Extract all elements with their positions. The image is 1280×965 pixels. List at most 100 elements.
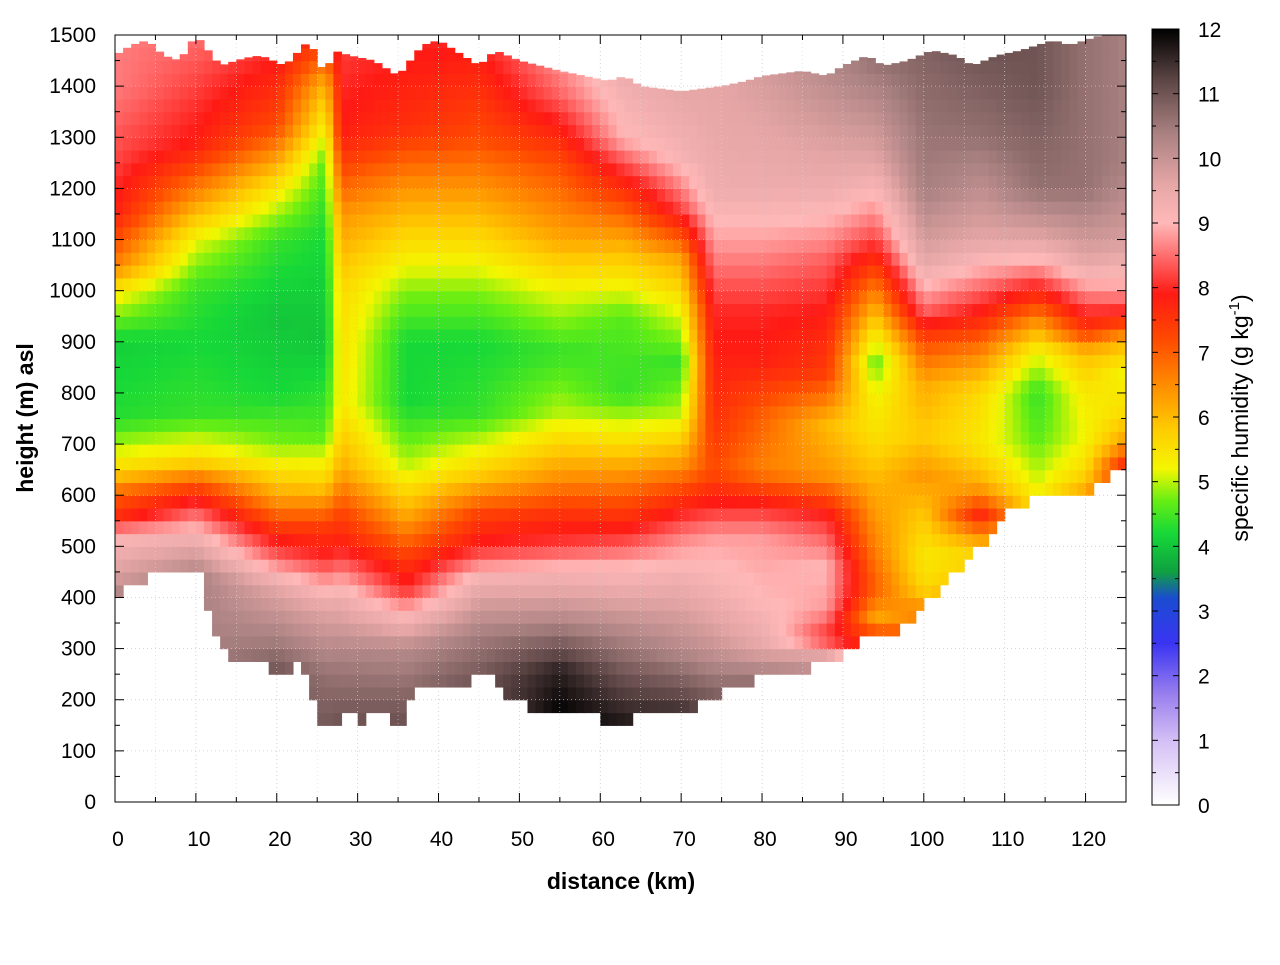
field-cell	[446, 341, 456, 356]
field-cell	[794, 507, 804, 522]
field-cell	[292, 341, 302, 356]
field-cell	[632, 380, 642, 394]
field-cell	[495, 277, 504, 292]
field-cell	[842, 367, 852, 381]
field-cell	[462, 392, 472, 407]
field-cell	[681, 482, 690, 496]
field-cell	[608, 341, 618, 356]
field-cell	[632, 597, 642, 611]
field-cell	[867, 111, 876, 126]
field-cell	[252, 239, 262, 253]
field-cell	[398, 392, 407, 407]
field-cell	[867, 495, 876, 509]
field-cell	[907, 405, 917, 420]
field-cell	[446, 520, 456, 535]
field-cell	[446, 98, 456, 113]
field-cell	[123, 124, 132, 138]
field-cell	[697, 405, 707, 420]
field-cell	[915, 469, 925, 484]
field-cell	[664, 559, 674, 573]
field-cell	[228, 456, 237, 471]
field-cell	[923, 201, 933, 215]
field-cell	[212, 469, 221, 484]
field-cell	[834, 265, 844, 279]
field-cell	[737, 329, 747, 343]
field-cell	[268, 482, 278, 496]
field-cell	[511, 252, 520, 266]
field-cell	[656, 124, 666, 138]
field-cell	[349, 571, 359, 586]
field-cell	[179, 239, 189, 253]
field-cell	[292, 431, 302, 445]
field-cell	[899, 124, 909, 138]
field-cell	[584, 303, 593, 317]
field-cell	[584, 316, 593, 330]
field-cell	[770, 571, 779, 586]
field-cell	[859, 162, 868, 177]
field-cell	[365, 610, 375, 624]
field-cell	[155, 354, 165, 368]
field-cell	[341, 559, 351, 573]
field-cell	[753, 175, 763, 189]
field-cell	[713, 111, 723, 126]
field-cell	[567, 150, 577, 164]
field-cell	[203, 405, 213, 420]
field-cell	[309, 49, 318, 62]
field-cell	[592, 405, 601, 420]
field-cell	[438, 226, 448, 241]
field-cell	[228, 124, 237, 138]
field-cell	[487, 456, 496, 471]
field-cell	[624, 405, 634, 420]
field-cell	[228, 341, 237, 356]
field-cell	[301, 316, 310, 330]
field-cell	[236, 150, 246, 164]
field-cell	[276, 367, 286, 381]
field-cell	[721, 431, 731, 445]
field-cell	[551, 456, 561, 471]
field-cell	[462, 482, 472, 496]
field-cell	[317, 571, 326, 586]
field-cell	[851, 367, 860, 381]
field-cell	[260, 124, 270, 138]
field-cell	[301, 392, 310, 407]
field-cell	[802, 456, 812, 471]
field-cell	[851, 405, 860, 420]
field-cell	[317, 482, 326, 496]
field-cell	[276, 507, 286, 522]
field-cell	[325, 674, 334, 688]
field-cell	[317, 623, 326, 637]
field-cell	[414, 277, 423, 292]
field-cell	[333, 520, 343, 535]
field-cell	[584, 648, 593, 662]
field-cell	[543, 265, 553, 279]
field-cell	[422, 380, 432, 394]
field-cell	[325, 226, 334, 241]
field-cell	[333, 610, 343, 624]
field-cell	[745, 354, 755, 368]
field-cell	[834, 329, 844, 343]
field-cell	[705, 175, 715, 189]
field-cell	[301, 507, 310, 522]
field-cell	[608, 597, 618, 611]
field-cell	[131, 329, 140, 343]
field-cell	[826, 482, 836, 496]
field-cell	[689, 482, 698, 496]
field-cell	[495, 380, 504, 394]
field-cell	[276, 533, 286, 547]
field-cell	[899, 150, 909, 164]
field-cell	[325, 533, 334, 547]
field-cell	[203, 520, 213, 535]
field-cell	[673, 559, 682, 573]
field-cell	[648, 648, 658, 662]
field-cell	[244, 584, 254, 599]
field-cell	[398, 70, 407, 74]
field-cell	[155, 507, 165, 522]
field-cell	[576, 546, 585, 560]
field-cell	[349, 213, 359, 228]
field-cell	[923, 86, 933, 100]
field-cell	[155, 277, 165, 292]
field-cell	[883, 469, 893, 484]
field-cell	[220, 418, 229, 432]
field-cell	[317, 303, 326, 317]
